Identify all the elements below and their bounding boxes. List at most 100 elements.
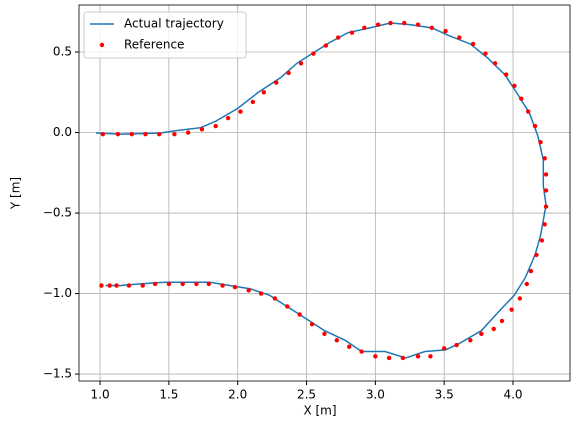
reference-point bbox=[185, 130, 191, 135]
reference-point bbox=[335, 35, 341, 40]
reference-point bbox=[388, 20, 393, 26]
reference-point bbox=[415, 22, 421, 27]
reference-point bbox=[225, 115, 231, 121]
reference-point bbox=[115, 131, 121, 137]
y-tick-label: 0.0 bbox=[53, 125, 72, 139]
reference-point bbox=[532, 123, 538, 129]
reference-point bbox=[539, 238, 545, 243]
reference-point bbox=[323, 43, 329, 48]
reference-point bbox=[468, 338, 473, 343]
reference-point bbox=[415, 354, 421, 359]
reference-point bbox=[543, 188, 549, 193]
reference-point bbox=[347, 344, 352, 349]
y-tick-label: 0.5 bbox=[53, 45, 72, 59]
reference-point bbox=[298, 61, 304, 66]
reference-point bbox=[499, 318, 505, 324]
trajectory-line bbox=[95, 22, 547, 359]
reference-point bbox=[543, 172, 549, 177]
reference-point bbox=[250, 99, 256, 105]
y-tick-label: −1.0 bbox=[43, 286, 72, 300]
reference-point bbox=[470, 41, 476, 47]
reference-point bbox=[386, 355, 392, 361]
reference-point bbox=[285, 304, 290, 309]
reference-point bbox=[99, 283, 104, 288]
legend: Actual trajectory Reference bbox=[83, 11, 247, 59]
reference-point bbox=[126, 283, 132, 288]
reference-point bbox=[542, 156, 547, 161]
x-tick-label: 3.0 bbox=[366, 388, 385, 402]
y-tick-label: −0.5 bbox=[43, 206, 72, 220]
reference-point bbox=[492, 61, 498, 66]
reference-point bbox=[542, 222, 547, 227]
reference-point bbox=[400, 355, 406, 361]
reference-point bbox=[491, 326, 496, 332]
reference-point bbox=[258, 291, 264, 296]
reference-point bbox=[543, 204, 549, 209]
reference-point bbox=[454, 342, 459, 348]
reference-point bbox=[457, 35, 462, 40]
x-tick-label: 1.0 bbox=[91, 388, 110, 402]
reference-point bbox=[246, 288, 251, 293]
reference-point bbox=[206, 281, 212, 287]
reference-point bbox=[483, 51, 488, 56]
reference-point bbox=[524, 281, 529, 287]
reference-point bbox=[322, 331, 327, 337]
reference-point bbox=[441, 346, 447, 351]
x-tick-label: 3.5 bbox=[435, 388, 454, 402]
y-tick-label: −1.5 bbox=[43, 367, 72, 381]
reference-point bbox=[114, 283, 119, 288]
x-tick-label: 1.5 bbox=[159, 388, 178, 402]
reference-point bbox=[479, 331, 484, 337]
reference-point bbox=[519, 96, 524, 101]
reference-point bbox=[528, 268, 534, 274]
reference-point bbox=[199, 127, 205, 132]
reference-point bbox=[359, 349, 364, 354]
reference-point bbox=[286, 70, 291, 76]
reference-point bbox=[534, 252, 539, 258]
reference-point bbox=[261, 90, 267, 95]
reference-point bbox=[100, 131, 106, 137]
reference-point bbox=[538, 139, 543, 145]
reference-point bbox=[238, 109, 243, 114]
reference-point bbox=[517, 296, 523, 301]
reference-point bbox=[140, 283, 145, 288]
reference-point bbox=[143, 131, 148, 137]
legend-label: Actual trajectory bbox=[124, 17, 224, 31]
reference-point bbox=[220, 283, 225, 288]
legend-box bbox=[83, 11, 247, 59]
reference-point bbox=[443, 28, 448, 34]
reference-point bbox=[373, 354, 378, 359]
reference-point bbox=[297, 312, 302, 317]
reference-point bbox=[152, 281, 158, 287]
legend-marker bbox=[99, 42, 105, 48]
reference-point bbox=[428, 354, 433, 359]
reference-point bbox=[402, 20, 407, 26]
reference-point bbox=[429, 25, 434, 31]
reference-point bbox=[213, 123, 218, 129]
reference-point bbox=[512, 83, 517, 89]
reference-point bbox=[334, 338, 340, 343]
reference-point bbox=[129, 131, 134, 137]
reference-point bbox=[157, 131, 162, 137]
reference-point bbox=[274, 80, 279, 85]
reference-point bbox=[503, 72, 509, 77]
x-tick-label: 4.0 bbox=[503, 388, 522, 402]
reference-point bbox=[107, 283, 112, 288]
reference-point bbox=[172, 131, 177, 137]
reference-point bbox=[194, 281, 199, 287]
reference-point bbox=[272, 296, 278, 301]
reference-point bbox=[525, 109, 531, 114]
plot-frame bbox=[78, 4, 571, 382]
x-tick-label: 2.0 bbox=[228, 388, 247, 402]
reference-point bbox=[509, 307, 514, 312]
legend-label: Reference bbox=[124, 38, 184, 52]
x-tick-label: 2.5 bbox=[297, 388, 316, 402]
reference-point bbox=[311, 51, 316, 56]
reference-point bbox=[309, 321, 315, 327]
y-axis-label: Y [m] bbox=[9, 177, 23, 210]
reference-point bbox=[349, 30, 355, 35]
reference-point bbox=[362, 25, 367, 31]
reference-point bbox=[166, 281, 172, 287]
reference-point bbox=[232, 284, 238, 290]
